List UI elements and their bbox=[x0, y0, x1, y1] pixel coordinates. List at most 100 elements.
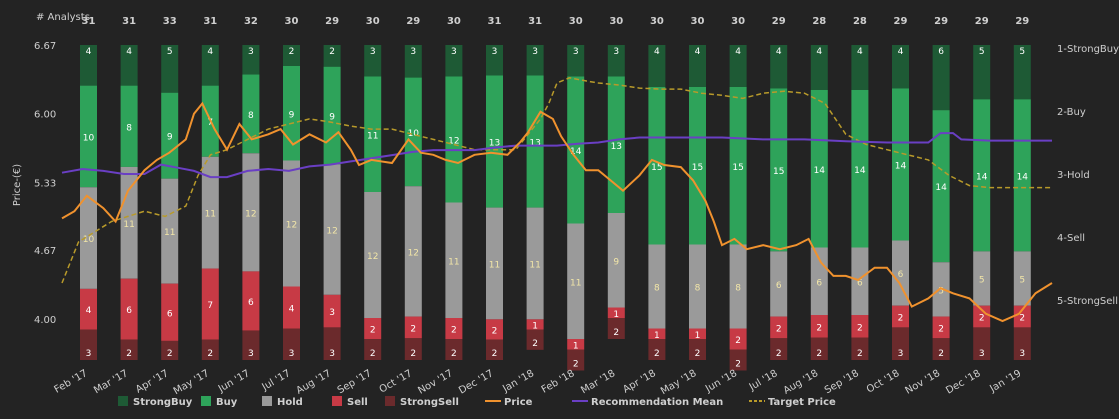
bar-value-label: 6 bbox=[816, 278, 822, 288]
bar-value-label: 5 bbox=[1019, 276, 1025, 286]
bar-value-label: 2 bbox=[857, 349, 863, 359]
analyst-count: 29 bbox=[772, 16, 786, 27]
bar-value-label: 2 bbox=[492, 349, 498, 359]
bar-value-label: 2 bbox=[695, 349, 701, 359]
bar-value-label: 13 bbox=[611, 142, 622, 152]
legend-label: Price bbox=[504, 397, 533, 408]
bar-value-label: 6 bbox=[776, 281, 782, 291]
bar-value-label: 2 bbox=[1019, 314, 1025, 324]
legend-label: StrongSell bbox=[400, 397, 459, 408]
analyst-count: 30 bbox=[366, 16, 380, 27]
bar-value-label: 8 bbox=[248, 111, 254, 121]
bar-value-label: 2 bbox=[329, 47, 335, 57]
bar-value-label: 11 bbox=[164, 228, 175, 238]
bar-value-label: 12 bbox=[367, 252, 378, 262]
bar-value-label: 11 bbox=[570, 278, 581, 288]
analyst-count: 31 bbox=[528, 16, 542, 27]
y-left-tick-label: 4.67 bbox=[34, 246, 56, 257]
y-axis-label: Price-(€) bbox=[12, 164, 23, 206]
bar-value-label: 5 bbox=[167, 47, 173, 57]
bar-value-label: 2 bbox=[410, 324, 416, 334]
analyst-count: 31 bbox=[82, 16, 96, 27]
analyst-count: 29 bbox=[325, 16, 339, 27]
legend-label: Target Price bbox=[768, 397, 836, 408]
bar-value-label: 2 bbox=[898, 314, 904, 324]
y-right-tick-label: 1-StrongBuy bbox=[1057, 44, 1119, 55]
bar-value-label: 11 bbox=[448, 257, 459, 267]
bar-value-label: 10 bbox=[83, 235, 95, 245]
bar-value-label: 14 bbox=[1017, 172, 1029, 182]
bar-value-label: 3 bbox=[329, 349, 335, 359]
analyst-count: 30 bbox=[609, 16, 623, 27]
bar-value-label: 4 bbox=[816, 47, 822, 57]
bar-value-label: 8 bbox=[735, 284, 741, 294]
bar-value-label: 4 bbox=[735, 47, 741, 57]
y-right-tick-label: 4-Sell bbox=[1057, 233, 1085, 244]
bar-value-label: 9 bbox=[613, 257, 619, 267]
bar-value-label: 3 bbox=[248, 349, 254, 359]
legend-swatch bbox=[332, 396, 342, 406]
analyst-count: 28 bbox=[812, 16, 826, 27]
analyst-count: 30 bbox=[569, 16, 583, 27]
y-left-tick-label: 6.00 bbox=[34, 110, 56, 121]
bar-value-label: 2 bbox=[532, 339, 538, 349]
bar-value-label: 11 bbox=[529, 260, 540, 270]
bar-value-label: 8 bbox=[654, 284, 660, 294]
legend-label: Recommendation Mean bbox=[591, 397, 723, 408]
bar-value-label: 4 bbox=[126, 47, 132, 57]
bar-value-label: 11 bbox=[205, 210, 216, 220]
bar-value-label: 12 bbox=[326, 227, 337, 237]
bar-value-label: 12 bbox=[245, 209, 256, 219]
bar-value-label: 2 bbox=[410, 349, 416, 359]
bar-value-label: 4 bbox=[776, 47, 782, 57]
bar-value-label: 7 bbox=[207, 301, 213, 311]
bar-value-label: 2 bbox=[289, 47, 295, 57]
bar-value-label: 3 bbox=[86, 349, 92, 359]
analyst-count: 30 bbox=[650, 16, 664, 27]
bar-value-label: 2 bbox=[857, 323, 863, 333]
bar-value-label: 14 bbox=[854, 166, 866, 176]
legend-swatch bbox=[118, 396, 128, 406]
bar-value-label: 11 bbox=[123, 220, 134, 230]
legend-swatch bbox=[385, 396, 395, 406]
bar-value-label: 11 bbox=[367, 131, 378, 141]
bar-value-label: 2 bbox=[938, 349, 944, 359]
bar-value-label: 13 bbox=[529, 139, 540, 149]
bar-value-label: 9 bbox=[167, 133, 173, 143]
bar-value-label: 10 bbox=[83, 133, 95, 143]
bar-value-label: 14 bbox=[814, 166, 826, 176]
bar-value-label: 3 bbox=[532, 47, 538, 57]
bar-value-label: 3 bbox=[573, 47, 579, 57]
bar-value-label: 2 bbox=[776, 349, 782, 359]
analyst-count: 28 bbox=[853, 16, 867, 27]
bar-value-label: 4 bbox=[898, 47, 904, 57]
bar-value-label: 2 bbox=[735, 336, 741, 346]
bar-value-label: 3 bbox=[492, 47, 498, 57]
bar-value-label: 12 bbox=[286, 221, 297, 231]
bar-value-label: 11 bbox=[489, 260, 500, 270]
bar-value-label: 2 bbox=[735, 360, 741, 370]
analyst-count: 31 bbox=[122, 16, 136, 27]
bar-value-label: 2 bbox=[816, 349, 822, 359]
bar-value-label: 5 bbox=[979, 276, 985, 286]
bar-value-label: 2 bbox=[451, 349, 457, 359]
bar-value-label: 9 bbox=[289, 110, 295, 120]
bar-value-label: 6 bbox=[898, 270, 904, 280]
analyst-count: 31 bbox=[488, 16, 502, 27]
bar-value-label: 4 bbox=[86, 47, 92, 57]
bar-value-label: 14 bbox=[895, 161, 907, 171]
bar-value-label: 15 bbox=[773, 167, 784, 177]
bar-value-label: 2 bbox=[451, 326, 457, 336]
bar-value-label: 4 bbox=[289, 305, 295, 315]
bar-value-label: 2 bbox=[370, 326, 376, 336]
bar-value-label: 12 bbox=[408, 248, 419, 258]
y-right-tick-label: 2-Buy bbox=[1057, 107, 1086, 118]
legend-label: Sell bbox=[347, 397, 368, 408]
bar-value-label: 4 bbox=[695, 47, 701, 57]
y-right-tick-label: 5-StrongSell bbox=[1057, 296, 1118, 307]
bar-value-label: 2 bbox=[207, 349, 213, 359]
bar-value-label: 15 bbox=[692, 163, 703, 173]
bar-value-label: 2 bbox=[573, 360, 579, 370]
bar-value-label: 4 bbox=[654, 47, 660, 57]
